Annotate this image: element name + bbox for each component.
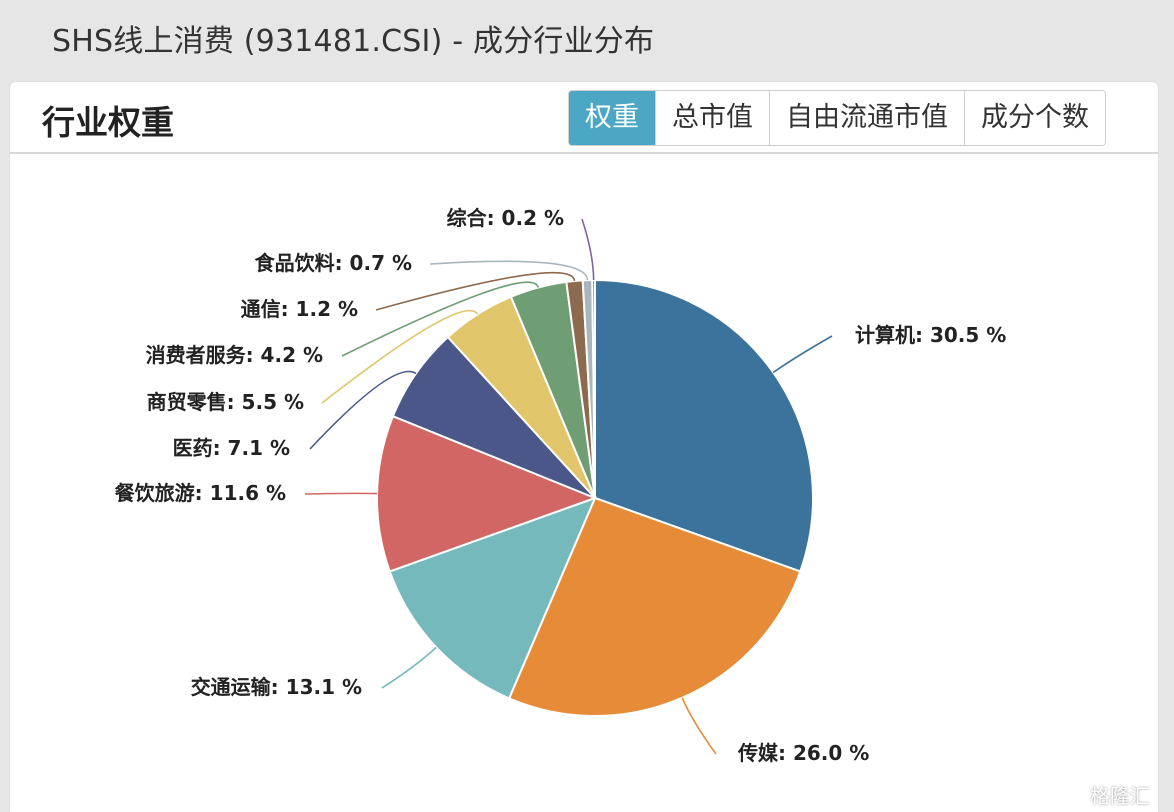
slice-leader-line [381, 646, 437, 689]
pie-slice[interactable] [388, 496, 597, 700]
slice-leader-line [581, 218, 595, 281]
slice-leader-line [341, 281, 539, 357]
slice-leader-line [681, 697, 717, 755]
slice-label: 传媒: 26.0 % [737, 741, 869, 765]
metric-tabs: 权重 总市值 自由流通市值 成分个数 [568, 90, 1106, 146]
slice-label: 消费者服务: 4.2 % [146, 343, 323, 367]
slice-leader-line [304, 492, 378, 495]
pie-slice[interactable] [507, 496, 802, 717]
slice-label: 综合: 0.2 % [447, 206, 564, 230]
slice-label: 食品饮料: 0.7 % [255, 251, 412, 275]
slice-leader-line [772, 335, 833, 374]
slice-label: 通信: 1.2 % [241, 297, 358, 321]
slice-leader-line [309, 370, 417, 450]
page-title: SHS线上消费 (931481.CSI) - 成分行业分布 [52, 24, 655, 59]
panel-title: 行业权重 [42, 103, 174, 142]
slice-leader-line [321, 309, 479, 404]
panel-header: 行业权重 权重 总市值 自由流通市值 成分个数 [10, 82, 1158, 154]
tab-free-float-market-cap[interactable]: 自由流通市值 [769, 91, 964, 145]
slice-label: 医药: 7.1 % [173, 436, 290, 460]
pie-slice[interactable] [594, 278, 814, 573]
slice-label: 交通运输: 13.1 % [191, 675, 362, 699]
tab-total-market-cap[interactable]: 总市值 [655, 91, 769, 145]
watermark-logo: 格隆汇 [1090, 784, 1150, 808]
tab-weight[interactable]: 权重 [569, 91, 655, 145]
slice-label: 商贸零售: 5.5 % [147, 390, 304, 414]
tab-constituent-count[interactable]: 成分个数 [964, 91, 1105, 145]
slice-label: 计算机: 30.5 % [855, 323, 1006, 347]
pie-slice[interactable] [376, 414, 598, 573]
slice-label: 餐饮旅游: 11.6 % [115, 481, 286, 505]
slice-leader-line [429, 260, 589, 281]
slice-leader-line [375, 271, 576, 311]
